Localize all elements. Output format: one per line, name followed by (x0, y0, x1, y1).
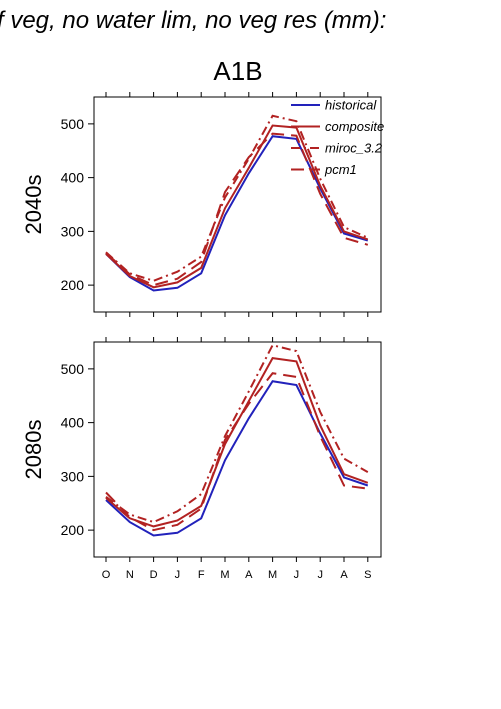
scenario-title: A1B (213, 56, 262, 86)
series-line-composite (105, 124, 369, 289)
plot-frame (93, 341, 382, 558)
series-line-composite (105, 357, 369, 528)
x-tick-label: S (364, 569, 371, 581)
legend-label: miroc_3.2 (325, 141, 383, 156)
legend-label: historical (325, 98, 377, 113)
legend: historical composite miroc_3.2 pcm1 (291, 98, 384, 177)
legend-label: composite (325, 119, 384, 134)
x-tick-label: J (175, 569, 181, 581)
x-tick-label: M (268, 569, 277, 581)
y-tick-label: 200 (61, 522, 85, 538)
x-tick-label: J (317, 569, 323, 581)
series-line-historical (105, 135, 369, 292)
y-tick-label: 500 (61, 361, 85, 377)
panel-2080s: 200 300 400 500 2080s (21, 337, 382, 562)
x-tick-label: N (126, 569, 134, 581)
x-tick-label: O (102, 569, 111, 581)
y-tick-label: 300 (61, 468, 85, 484)
y-tick-label: 500 (61, 116, 85, 132)
x-tick-label: J (294, 569, 300, 581)
plot-frame (93, 96, 382, 313)
series-line-pcm1 (105, 372, 368, 532)
panel-label: 2040s (21, 175, 46, 235)
page-title: f veg, no water lim, no veg res (mm): (0, 7, 386, 34)
x-tick-label: A (245, 569, 253, 581)
panel-label: 2080s (21, 420, 46, 480)
x-tick-label: D (150, 569, 158, 581)
series-line-miroc-3-2 (105, 344, 369, 524)
x-tick-label: A (340, 569, 348, 581)
series-line-pcm1 (105, 132, 369, 287)
y-tick-label: 200 (61, 277, 85, 293)
series-line-historical (105, 380, 369, 537)
legend-label: pcm1 (324, 162, 357, 177)
series-line-miroc-3-2 (105, 114, 369, 282)
x-tick-label: F (198, 569, 205, 581)
panel-2040s: 200 300 400 500 2040s (21, 92, 382, 317)
x-tick-label: M (220, 569, 229, 581)
y-tick-label: 400 (61, 170, 85, 186)
y-tick-label: 400 (61, 415, 85, 431)
y-tick-label: 300 (61, 223, 85, 239)
